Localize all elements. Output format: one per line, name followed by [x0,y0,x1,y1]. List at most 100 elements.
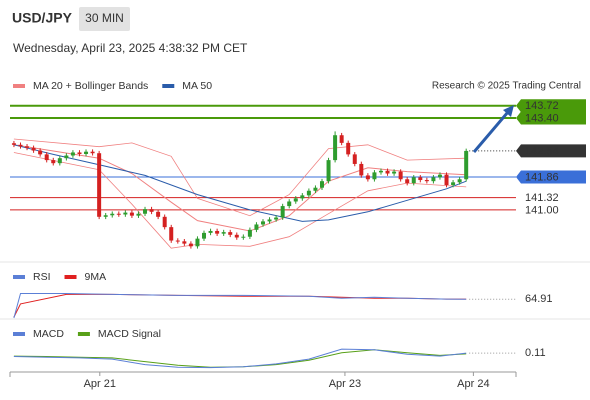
candle-body [70,152,75,156]
candle-body [306,190,311,196]
interval-badge[interactable] [79,7,130,31]
candle-body [188,243,193,247]
candle-body [365,175,370,180]
level-label: 142.54 [525,145,559,157]
forecast-arrowhead [503,105,514,117]
candle-body [215,230,220,234]
candle-body [385,170,390,174]
candle-body [372,172,377,180]
x-tick-label: Apr 23 [329,378,361,390]
candle-body [97,153,102,217]
candle-body [103,215,108,217]
candle-body [313,187,318,191]
candle-body [202,232,207,239]
candle-body [326,160,331,182]
legend-label: 9MA [85,271,107,283]
candle-body [444,174,449,186]
candle-body [339,135,344,143]
candle-body [418,177,423,181]
candle-body [31,147,36,151]
x-tick-label: Apr 21 [84,378,116,390]
candle-body [129,212,134,216]
candle-body [57,158,62,164]
candle-body [38,150,43,155]
candle-body [352,154,357,164]
candle-body [346,142,351,155]
candle-body [280,206,285,218]
candle-body [431,177,436,182]
candle-body [11,143,16,145]
candle-body [437,174,442,178]
forecast-arrow [472,111,510,153]
macd-value-label: 0.11 [525,347,546,359]
rsi-line [13,293,467,319]
candle-body [175,240,180,242]
candle-body [156,211,161,217]
level-label: 141.00 [525,204,559,216]
candle-body [274,217,279,220]
bollinger-band [13,152,467,249]
candle-body [319,181,324,188]
candle-body [287,201,292,207]
candle-body [398,171,403,180]
level-label: 143.40 [525,112,559,124]
candle-body [234,234,239,238]
candle-body [300,195,305,199]
candle-body [182,241,187,244]
candle-body [411,177,416,184]
macd-line [13,348,467,369]
level-label: 141.86 [525,171,559,183]
candle-body [333,135,338,161]
candle-body [254,224,259,230]
candle-body [457,179,462,183]
candle-body [51,160,56,164]
source: Research © 2025 Trading Central [432,81,581,92]
subtitle: Wednesday, April 23, 2025 4:38:32 PM CET [13,41,248,55]
legend-swatch [13,84,25,88]
candle-body [110,213,115,216]
candle-body [195,238,200,247]
legend-label: RSI [33,271,51,283]
level-tag [516,144,586,158]
legend-label: MACD Signal [98,328,161,340]
candle-body [25,146,30,148]
level-tag [516,99,586,113]
candle-body [143,209,148,214]
candle-body [84,151,89,154]
candle-body [136,213,141,216]
interval-label[interactable]: 30 MIN [85,11,124,25]
candle-body [424,180,429,182]
legend-swatch [77,332,90,336]
chart-title: USD/JPY [12,10,73,26]
legend-swatch [13,332,25,336]
candle-body [451,182,456,186]
candle-body [392,171,397,174]
candle-body [169,227,174,241]
candle-body [228,232,233,235]
rsi-value-label: 64.91 [525,293,553,305]
bollinger-band [13,138,467,217]
candle-body [44,154,49,161]
candle-body [18,144,23,147]
level-tag [516,170,586,184]
candle-body [293,198,298,202]
legend-swatch [64,275,77,279]
candle-body [221,232,226,234]
candle-body [267,219,272,222]
legend-swatch [13,275,25,279]
legend-swatch [162,84,175,88]
candle-body [247,229,252,237]
x-tick-label: Apr 24 [457,378,489,390]
candle-body [116,213,121,215]
candle-body [162,216,167,228]
candle-body [405,179,410,184]
candle-body [378,170,383,173]
legend-label: MA 50 [182,80,212,92]
candle-body [64,155,69,159]
legend-label: MA 20 + Bollinger Bands [33,80,148,92]
level-tag [516,111,586,125]
candle-body [464,150,469,180]
candle-body [208,230,213,233]
